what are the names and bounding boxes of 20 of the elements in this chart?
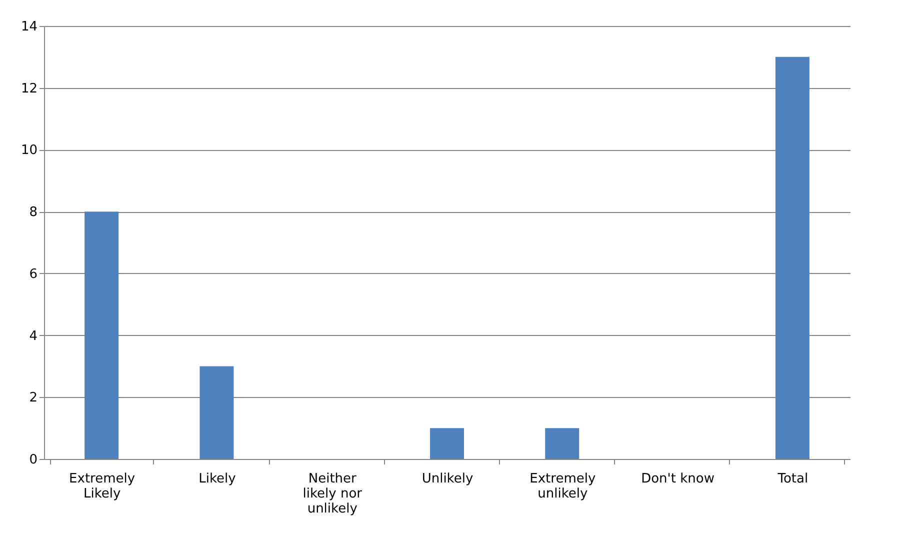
y-tick-label: 2 [29,390,38,406]
y-tick-label: 8 [29,205,38,220]
x-tick-label: Likely [198,472,236,486]
bar [775,56,810,459]
y-tick-label: 6 [29,266,38,282]
y-tick-label: 4 [29,328,38,344]
bar [545,428,580,459]
x-tick-label: Total [776,472,808,486]
x-tick-label: Extremely unlikely [530,472,596,502]
x-tick-label: Unlikely [422,472,474,486]
y-tick-label: 12 [20,81,38,96]
bar [200,366,234,459]
y-tick-label: 14 [20,20,38,34]
bar [430,428,464,459]
x-tick-label: Don't know [641,472,715,486]
y-tick-label: 10 [20,143,38,158]
y-tick-label: 0 [29,452,38,468]
x-tick-label: Extremely Likely [69,472,136,502]
x-tick-label: Neither likely nor unlikely [302,472,363,516]
bar [84,212,119,459]
